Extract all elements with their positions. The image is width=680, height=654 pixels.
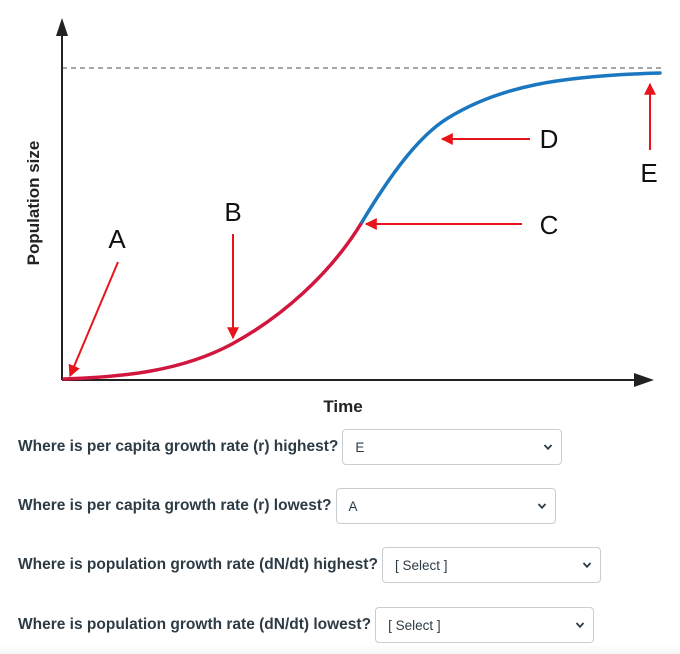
- y-axis-arrow: [56, 18, 68, 36]
- question-row-1: Where is per capita growth rate (r) high…: [18, 429, 563, 465]
- chevron-down-icon: [544, 444, 553, 451]
- chevron-down-icon: [582, 562, 592, 569]
- marker-c-label: C: [540, 210, 559, 240]
- question-label: Where is per capita growth rate (r) lowe…: [18, 497, 332, 514]
- answer-dropdown-3[interactable]: [ Select ]: [381, 547, 601, 583]
- marker-d-label: D: [540, 124, 559, 154]
- arrow-a: [68, 261, 119, 378]
- dropdown-value: A: [348, 498, 358, 514]
- y-axis-label: Population size: [24, 141, 43, 266]
- x-axis-arrow: [634, 373, 654, 387]
- question-label: Where is population growth rate (dN/dt) …: [18, 616, 372, 633]
- answer-dropdown-4[interactable]: [ Select ]: [375, 607, 595, 643]
- curve-upper-segment: [360, 71, 662, 224]
- page-bottom-edge: [0, 645, 680, 654]
- answer-dropdown-1[interactable]: E: [342, 429, 563, 465]
- marker-a-label: A: [108, 224, 126, 254]
- chevron-down-icon: [537, 503, 546, 510]
- marker-b-label: B: [224, 197, 241, 227]
- curve-lower-segment: [62, 220, 364, 381]
- question-label: Where is per capita growth rate (r) high…: [18, 438, 339, 455]
- x-axis-label: Time: [323, 397, 362, 416]
- logistic-growth-figure: A B C D E Population size Time: [24, 18, 662, 416]
- question-row-2: Where is per capita growth rate (r) lowe…: [18, 488, 556, 524]
- dropdown-value: E: [355, 439, 365, 455]
- question-row-3: Where is population growth rate (dN/dt) …: [18, 547, 601, 583]
- answer-dropdown-2[interactable]: A: [335, 488, 556, 524]
- dropdown-value: [ Select ]: [394, 557, 448, 573]
- marker-e-label: E: [640, 158, 657, 188]
- chevron-down-icon: [575, 622, 585, 629]
- dropdown-value: [ Select ]: [388, 617, 441, 633]
- question-label: Where is population growth rate (dN/dt) …: [18, 556, 378, 573]
- question-row-4: Where is population growth rate (dN/dt) …: [18, 607, 595, 643]
